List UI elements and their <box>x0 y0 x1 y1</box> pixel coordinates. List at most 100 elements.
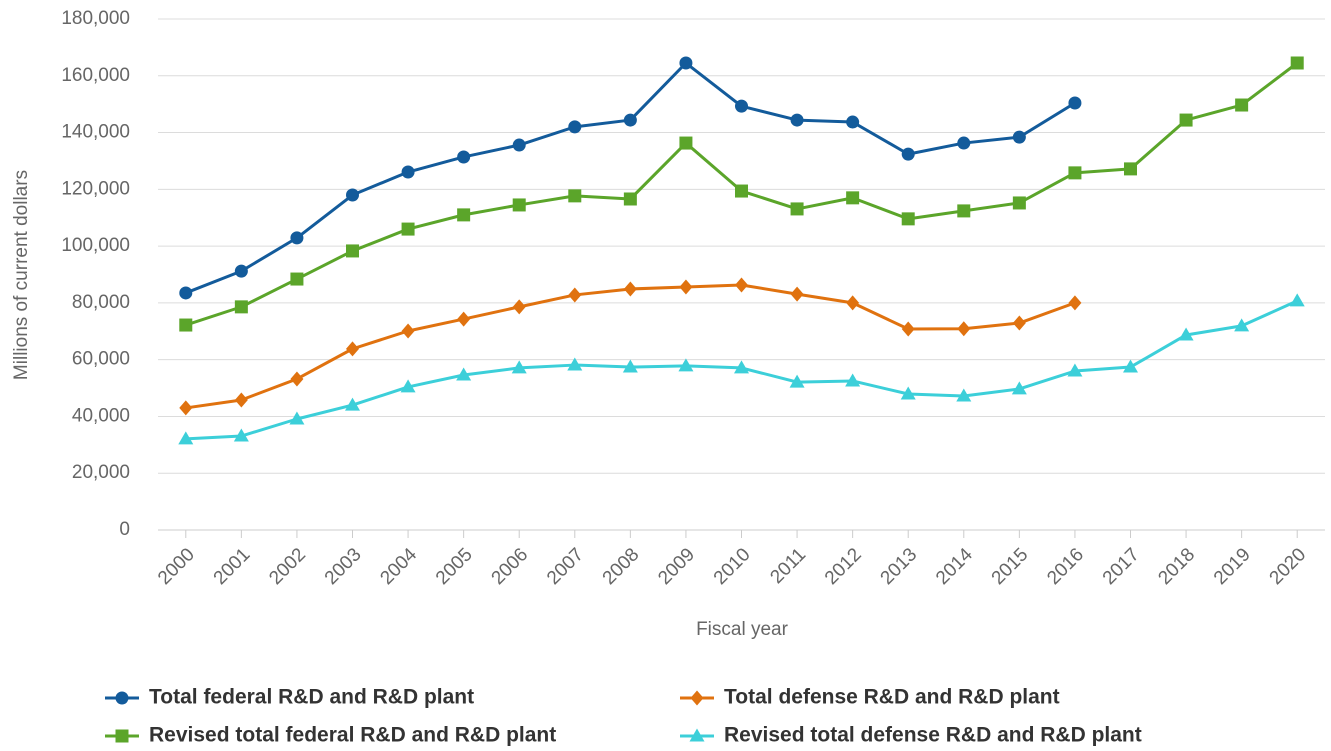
data-point <box>1012 130 1026 144</box>
data-point <box>457 208 471 222</box>
x-tick-label: 2002 <box>265 544 310 589</box>
data-point <box>568 120 582 134</box>
y-tick-label: 60,000 <box>72 349 130 370</box>
series-line <box>185 61 1076 295</box>
data-point <box>735 184 748 198</box>
x-tick-label: 2007 <box>543 544 588 589</box>
data-point <box>401 165 415 179</box>
data-point <box>400 379 416 393</box>
data-point <box>567 357 583 371</box>
data-point <box>234 264 248 278</box>
x-tick-label: 2018 <box>1154 544 1199 589</box>
x-tick-label: 2006 <box>488 544 533 589</box>
data-point <box>401 222 415 236</box>
y-tick-label: 80,000 <box>72 292 130 313</box>
data-point <box>900 386 916 400</box>
data-point <box>568 189 582 203</box>
data-point <box>790 286 804 302</box>
data-point <box>845 373 861 387</box>
data-point <box>346 341 359 357</box>
data-point <box>456 367 472 381</box>
x-tick-label: 2014 <box>932 544 977 589</box>
x-tick-label: 2012 <box>821 544 866 589</box>
data-point <box>568 287 582 303</box>
data-point <box>679 56 693 70</box>
data-point <box>901 212 915 226</box>
data-point <box>179 400 193 416</box>
x-tick-label: 2000 <box>154 544 199 589</box>
data-point <box>846 295 860 311</box>
data-point <box>1068 96 1082 110</box>
data-point <box>846 115 860 129</box>
legend-text: Revised total federal R&D and R&D plant <box>149 724 556 747</box>
data-point <box>790 202 804 216</box>
data-point <box>179 318 193 332</box>
x-tick-label: 2003 <box>321 544 366 589</box>
data-point <box>290 272 304 286</box>
legend-marker <box>115 729 129 743</box>
legend-marker <box>690 690 704 706</box>
y-tick-label: 180,000 <box>61 8 130 29</box>
data-point <box>956 388 972 402</box>
x-tick-label: 2015 <box>988 544 1033 589</box>
data-point <box>1011 381 1027 395</box>
data-point <box>345 397 360 411</box>
data-point <box>679 279 693 295</box>
y-tick-label: 100,000 <box>61 235 130 256</box>
data-point <box>623 192 637 206</box>
data-point <box>622 359 638 373</box>
data-point <box>512 198 526 212</box>
data-point <box>290 231 304 245</box>
data-point <box>678 358 694 372</box>
data-point <box>1123 359 1138 373</box>
x-tick-label: 2016 <box>1043 544 1088 589</box>
data-point <box>234 300 248 314</box>
data-point <box>1124 162 1137 176</box>
data-point <box>623 113 637 127</box>
x-tick-label: 2019 <box>1210 544 1255 589</box>
data-point <box>846 191 860 205</box>
data-point <box>901 321 915 337</box>
data-point <box>234 392 248 408</box>
data-point <box>789 374 805 388</box>
data-point <box>1234 318 1250 332</box>
x-tick-label: 2010 <box>710 544 755 589</box>
x-axis-title: Fiscal year <box>696 619 789 640</box>
data-point <box>1012 196 1026 210</box>
data-point <box>1289 293 1305 307</box>
data-point <box>790 113 804 127</box>
data-point <box>512 138 526 152</box>
x-tick-label: 2017 <box>1099 544 1144 589</box>
data-point <box>1290 56 1304 70</box>
data-point <box>679 136 693 150</box>
data-point <box>735 277 748 293</box>
x-tick-label: 2001 <box>210 544 255 589</box>
data-point <box>179 286 193 300</box>
data-point <box>957 321 971 337</box>
data-point <box>1068 295 1082 311</box>
y-tick-label: 160,000 <box>61 65 130 86</box>
x-tick-label: 2011 <box>766 544 810 588</box>
data-point <box>957 136 971 150</box>
series-line <box>185 283 1076 410</box>
data-point <box>289 411 305 425</box>
data-point <box>901 147 915 161</box>
y-tick-label: 40,000 <box>72 405 130 426</box>
data-point <box>957 204 971 218</box>
data-point <box>1068 166 1082 180</box>
y-tick-label: 0 <box>119 519 130 540</box>
y-tick-label: 120,000 <box>61 178 130 199</box>
data-point <box>623 281 637 297</box>
legend-text: Total federal R&D and R&D plant <box>149 686 474 709</box>
data-point <box>734 360 749 374</box>
legend-text: Total defense R&D and R&D plant <box>724 686 1060 709</box>
data-point <box>512 299 526 315</box>
x-tick-label: 2009 <box>654 544 699 589</box>
y-axis-title: Millions of current dollars <box>11 170 32 380</box>
data-point <box>1012 315 1026 331</box>
x-tick-label: 2005 <box>432 544 477 589</box>
data-point <box>1235 98 1249 112</box>
data-point <box>735 99 748 113</box>
